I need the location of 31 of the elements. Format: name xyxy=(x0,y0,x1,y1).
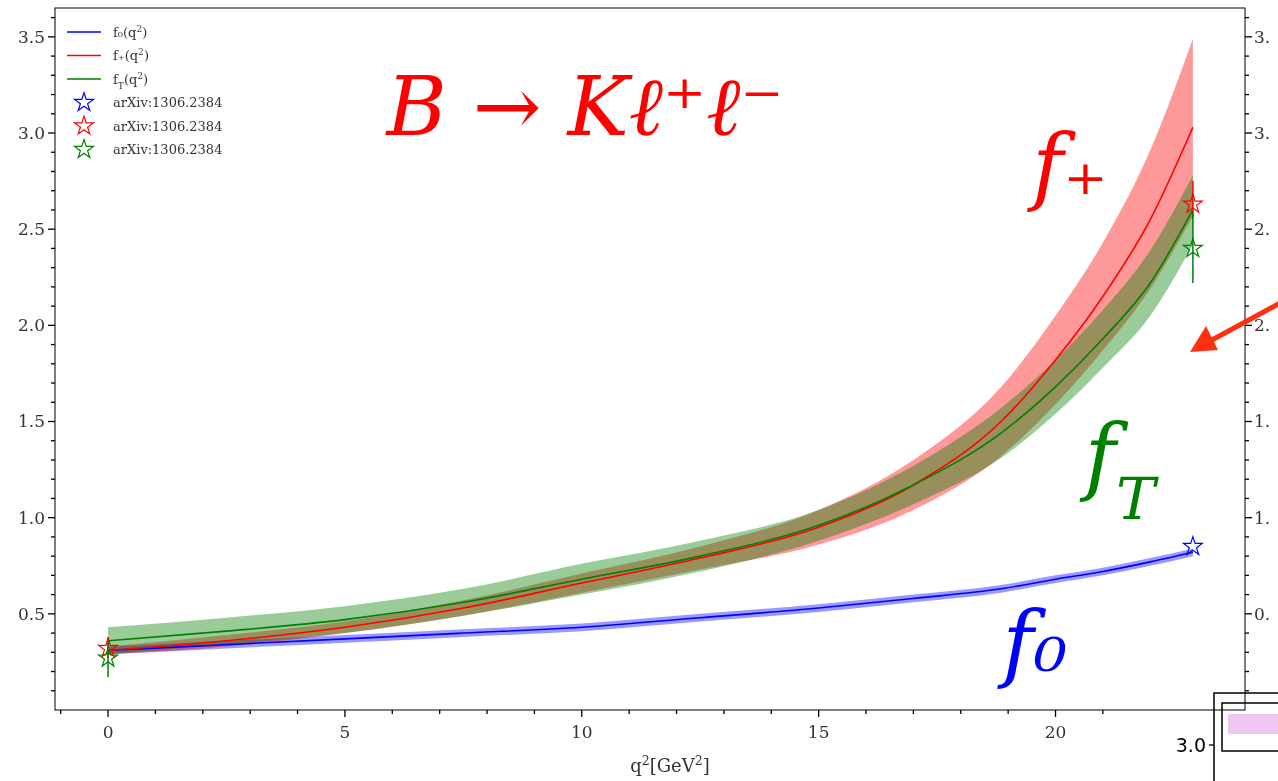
legend-label: f$_{T}$(q$^{2}$) xyxy=(113,70,149,91)
y-tick-label: 3.5 xyxy=(17,26,45,47)
y-tick-label: 1.5 xyxy=(17,411,45,432)
legend-label: arXiv:1306.2384 xyxy=(113,95,223,111)
legend-label: arXiv:1306.2384 xyxy=(113,142,223,158)
y2-tick-label: 2. xyxy=(1254,219,1271,240)
framed-swatch-fragment: 3.0 xyxy=(1175,692,1278,781)
y-tick-label: 2.0 xyxy=(17,315,45,336)
x-tick-label: 20 xyxy=(1044,722,1067,742)
y-tick-label: 1.0 xyxy=(17,507,45,528)
text: B → Kℓ⁺ℓ⁻ xyxy=(384,59,784,154)
y2-tick-label: 0. xyxy=(1254,603,1271,624)
x-tick-label: 15 xyxy=(807,722,830,742)
x-tick-label: 0 xyxy=(102,722,114,742)
annotation: f₀ xyxy=(996,593,1068,692)
y2-tick-label: 2. xyxy=(1254,315,1271,336)
legend-label: arXiv:1306.2384 xyxy=(113,118,223,134)
legend-label: f₀(q$^{2}$) xyxy=(113,23,148,40)
y-tick-label: 0.5 xyxy=(17,603,45,624)
x-axis-title: q$^{2}$[GeV$^{2}$] xyxy=(630,752,710,776)
x-tick-label: 5 xyxy=(339,722,351,742)
y-tick-label: 3.0 xyxy=(17,122,45,143)
y2-tick-label: 3. xyxy=(1254,122,1271,143)
annotation: f₊ xyxy=(1026,116,1108,215)
annotation: f$_{T}$ xyxy=(1078,406,1159,533)
y2-tick-label: 1. xyxy=(1254,507,1271,528)
legend-label: f₊(q$^{2}$) xyxy=(113,47,149,64)
y2-tick-label: 1. xyxy=(1254,411,1271,432)
y-tick-label: 2.5 xyxy=(17,219,45,240)
y2-tick-label: 3. xyxy=(1254,26,1271,47)
x-tick-label: 10 xyxy=(570,722,593,742)
